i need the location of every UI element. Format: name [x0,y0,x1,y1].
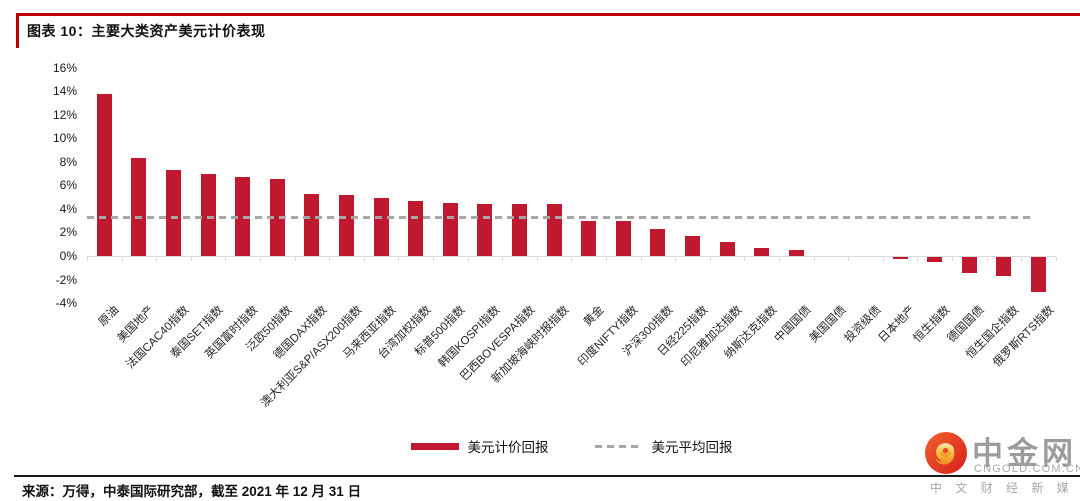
bar [650,228,666,256]
bar [754,247,770,256]
x-axis-tick [986,257,988,261]
x-axis-tick [225,257,227,261]
source-note: 来源：万得，中泰国际研究部，截至 2021 年 12 月 31 日 [22,484,362,499]
x-axis-tick [398,257,400,261]
x-axis-tick [363,257,365,261]
y-axis-tick-label: 12% [52,107,77,122]
y-axis-tick-label: 16% [52,60,77,75]
cngold-domain: CNGOLD.COM.CN [974,463,1080,475]
bar [927,257,943,262]
x-axis-tick [156,257,158,261]
y-axis-tick-label: -4% [55,296,77,311]
average-line-swatch [594,444,643,448]
figure-title-left-rule [16,13,19,48]
chart-legend: 美元计价回报 美元平均回报 [87,436,1056,456]
x-axis-tick [536,257,538,261]
x-axis-tick [433,257,434,261]
x-axis-tick [294,257,296,261]
average-return-line [87,215,1035,219]
cngold-site-name: 中金网 [972,436,1077,471]
bar [512,204,527,256]
x-axis-tick [813,257,815,261]
x-axis-tick [606,257,607,261]
legend-item-average-line: 美元平均回报 [594,436,733,456]
cngold-logo-icon [925,432,967,474]
bar [408,200,424,256]
bar [373,198,389,256]
x-axis-tick [571,257,573,261]
y-axis-tick-label: -2% [55,272,77,287]
x-axis-tick [882,257,884,261]
x-axis-tick [190,257,192,261]
y-axis-tick-label: 2% [59,225,77,240]
average-line-label: 美元平均回报 [651,440,733,455]
y-axis-tick-label: 6% [59,178,77,193]
figure-title: 图表 10：主要大类资产美元计价表现 [27,23,266,39]
figure-top-rule [16,13,1080,16]
footer-divider [14,475,1080,477]
y-axis-tick-label: 0% [59,249,77,263]
x-axis-tick [917,257,919,261]
bar [892,257,908,260]
y-axis-tick-label: 4% [59,201,77,216]
x-axis-tick [675,257,677,261]
x-axis-tick [744,257,746,261]
bar [477,204,493,256]
bar [581,220,597,256]
bar [685,235,700,256]
bar [166,170,181,256]
x-axis-tick [467,257,469,261]
bar-series-label: 美元计价回报 [467,440,549,455]
bar [788,250,804,256]
bar [1031,257,1046,293]
y-axis-tick-label: 10% [52,131,77,146]
x-axis-tick [87,257,88,261]
bar [719,241,735,256]
bar [339,194,354,256]
bar [546,204,562,256]
legend-item-bar-series: 美元计价回报 [410,436,549,456]
x-axis-tick [329,257,331,261]
bar [131,158,147,256]
x-axis-tick [952,257,953,261]
bar [200,173,216,256]
bar-series-swatch [410,442,459,450]
x-axis-tick [848,257,850,261]
cngold-watermark: 中金网 CNGOLD.COM.CN 中 文 财 经 新 媒 体 [922,428,1080,498]
x-axis-tick [1021,257,1023,261]
bar [996,257,1012,276]
y-axis-tick-label: 14% [52,84,77,99]
bar [442,203,458,256]
bar [304,193,320,256]
x-axis-tick [502,257,504,261]
cngold-tagline: 中 文 财 经 新 媒 体 [930,481,1080,495]
x-axis-tick [1055,257,1057,261]
x-axis-tick [121,257,123,261]
x-axis-tick [260,257,261,261]
bar [961,257,977,274]
x-axis-tick [779,257,780,261]
y-axis-tick-label: 8% [59,154,77,169]
bar [615,220,631,256]
x-axis-tick [640,257,642,261]
x-axis-tick [709,257,711,261]
x-axis-line [87,256,1056,257]
bar [96,93,112,256]
